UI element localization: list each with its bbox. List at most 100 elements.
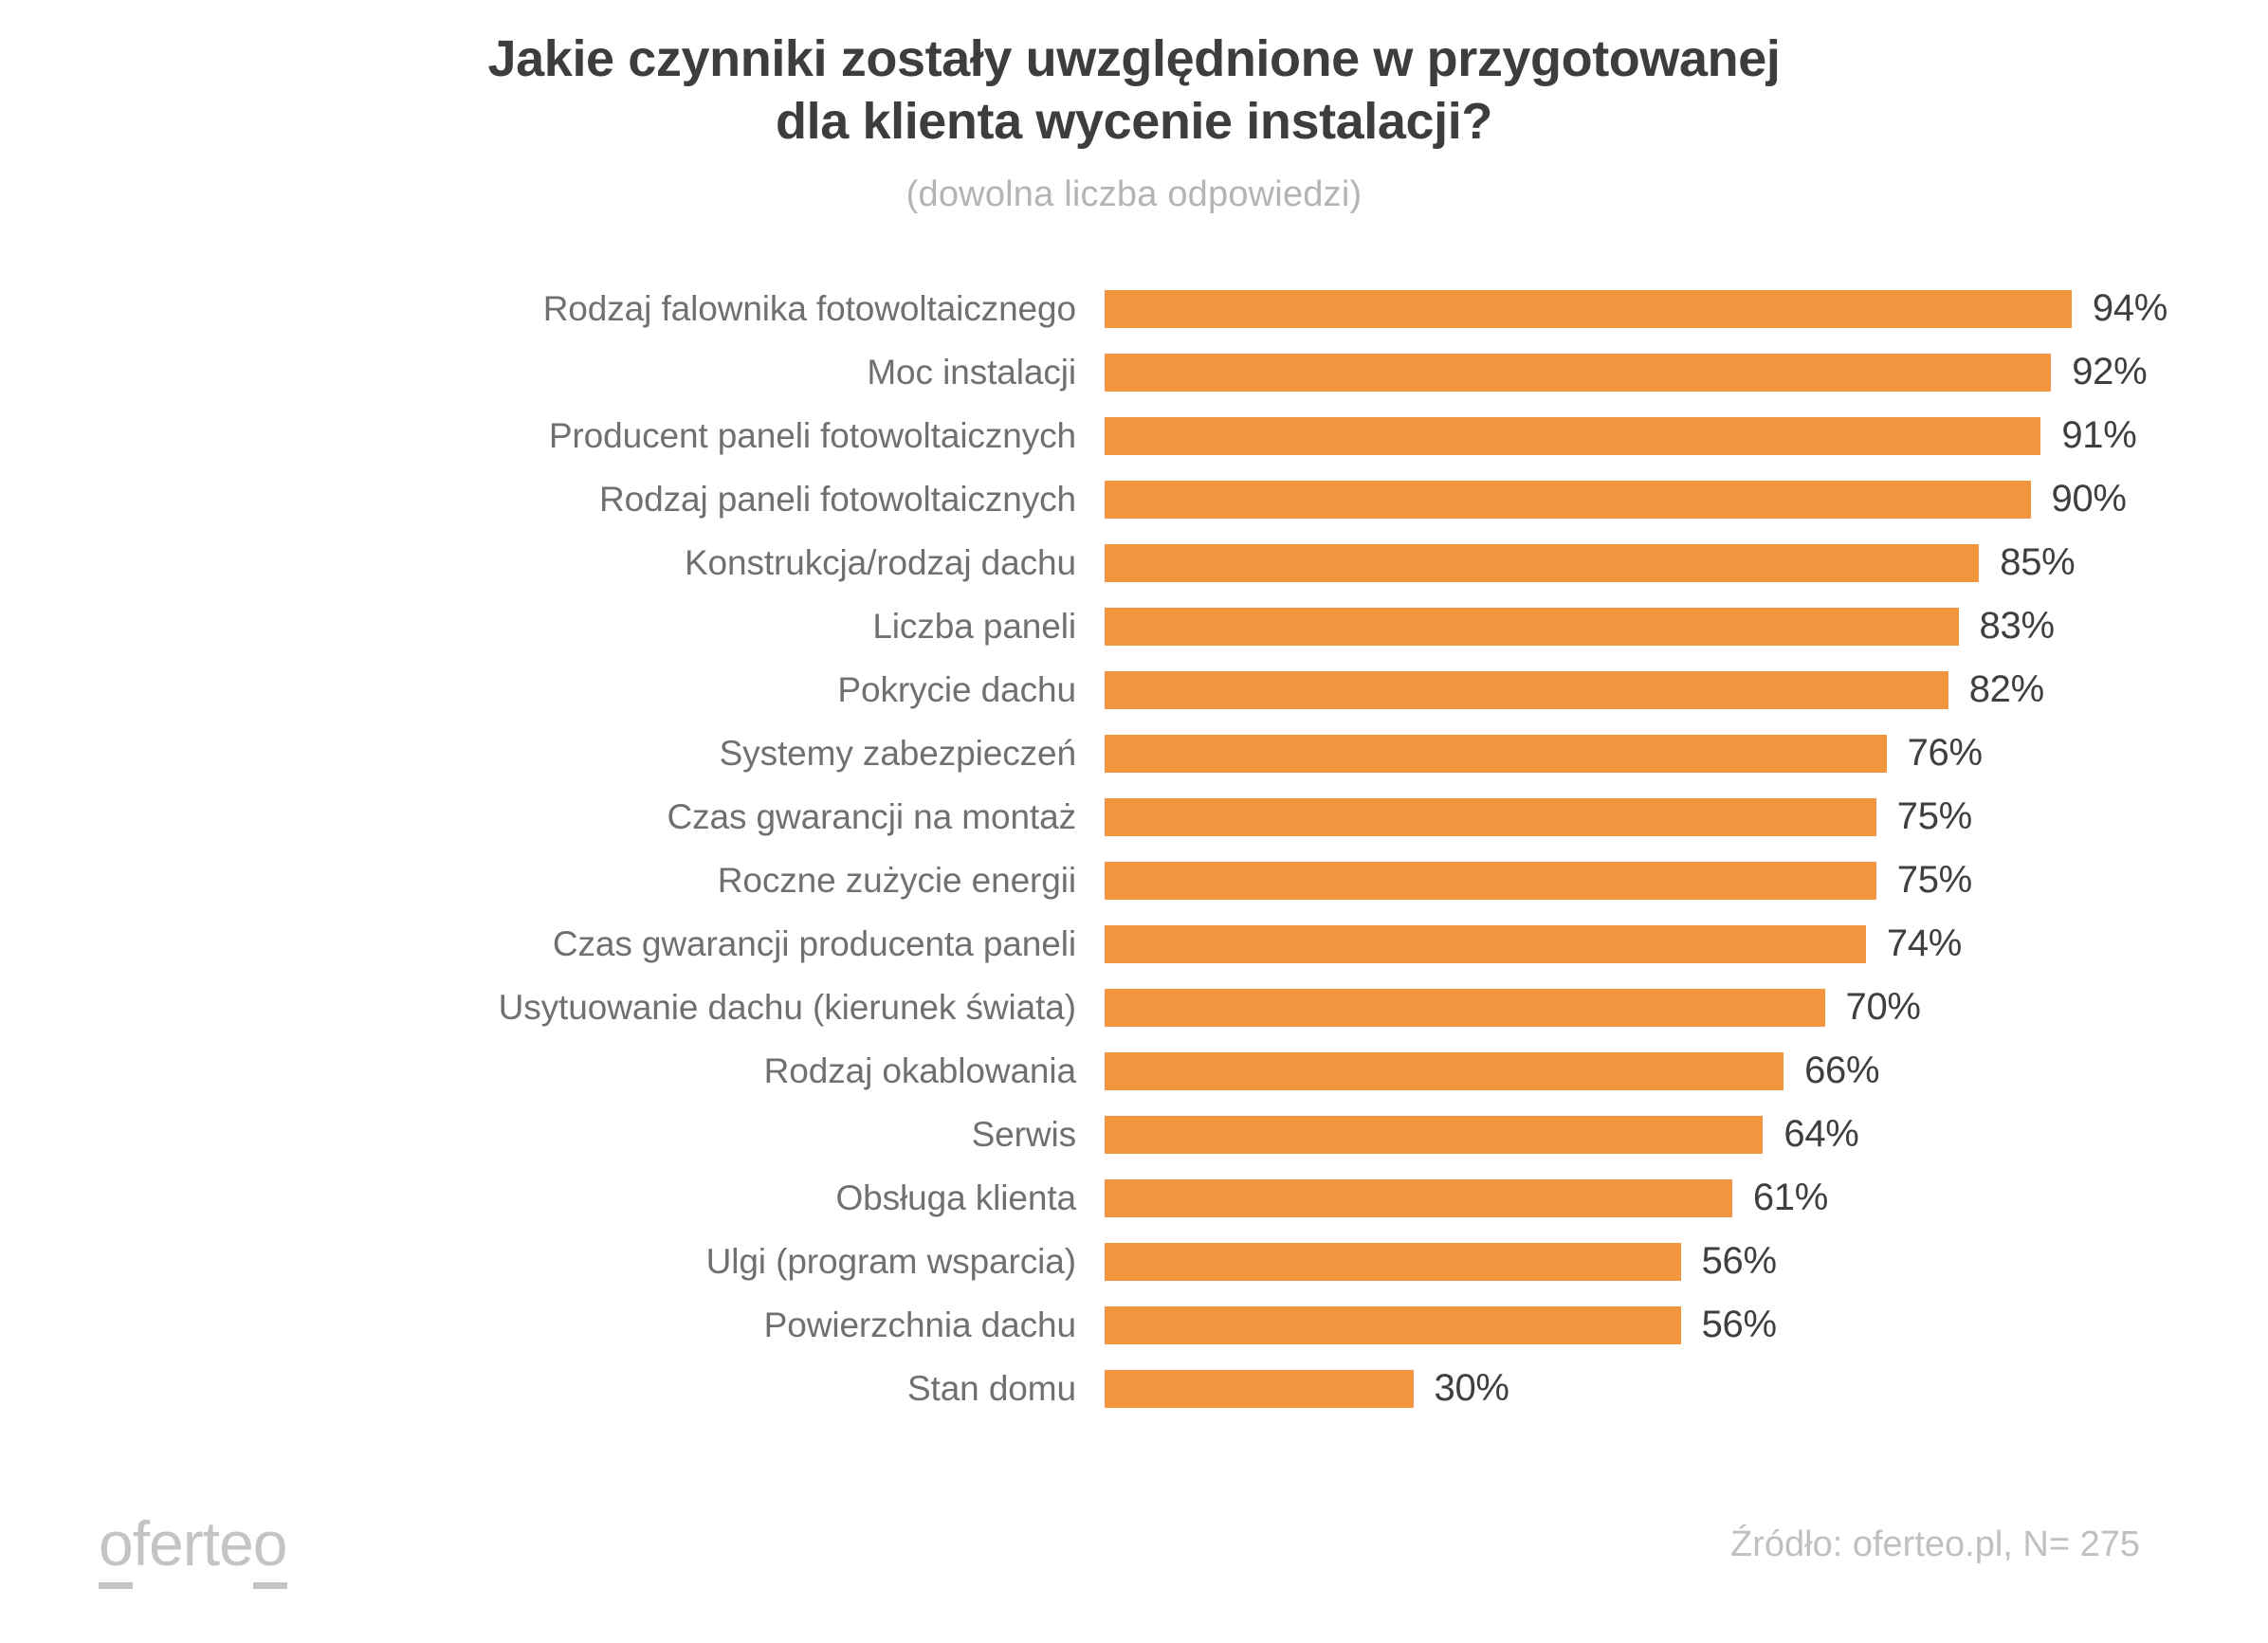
bar-category-label: Systemy zabezpieczeń	[719, 733, 1077, 773]
bar-value-label: 66%	[1804, 1050, 1880, 1091]
bar-value-label: 75%	[1896, 795, 1972, 837]
bar-track: 74%	[1105, 912, 2268, 976]
bar-track: 61%	[1105, 1166, 2268, 1230]
bar-row: Obsługa klienta 61%	[0, 1166, 2268, 1230]
bar-value-label: 76%	[1907, 732, 1983, 774]
bar-category-label: Serwis	[971, 1114, 1077, 1154]
bar-category-label: Stan domu	[906, 1368, 1076, 1408]
bar-value-label: 90%	[2051, 478, 2127, 520]
bar-value-label: 94%	[2092, 287, 2168, 329]
bar-value-label: 91%	[2061, 414, 2137, 456]
bar-track: 92%	[1105, 340, 2268, 404]
bar-value-label: 82%	[1968, 668, 2044, 710]
bar-segment	[1105, 797, 1876, 836]
bar-segment	[1105, 1305, 1681, 1344]
bar-value-label: 74%	[1886, 922, 1963, 964]
bar-value-label: 75%	[1896, 859, 1972, 901]
bar-row: Rodzaj okablowania 66%	[0, 1039, 2268, 1103]
oferteo-logo: oferteo	[99, 1508, 288, 1589]
bar-chart-plot-area: Rodzaj falownika fotowoltaicznego 94% Moc …	[0, 277, 2268, 1420]
bar-value-label: 70%	[1845, 986, 1921, 1028]
bar-value-label: 92%	[2072, 351, 2148, 392]
bar-segment	[1105, 670, 1948, 709]
bar-segment	[1105, 1051, 1784, 1090]
bar-track: 70%	[1105, 976, 2268, 1039]
bar-value-label: 56%	[1701, 1240, 1777, 1282]
bar-category-label: Czas gwarancji producenta paneli	[552, 923, 1076, 963]
bar-segment	[1105, 1242, 1681, 1281]
bar-value-label: 61%	[1752, 1177, 1829, 1218]
bar-track: 83%	[1105, 594, 2268, 658]
bar-row: Serwis 64%	[0, 1103, 2268, 1166]
bar-track: 76%	[1105, 721, 2268, 785]
bar-row: Rodzaj falownika fotowoltaicznego 94%	[0, 277, 2268, 340]
bar-segment	[1105, 1178, 1732, 1217]
bar-row: Systemy zabezpieczeń 76%	[0, 721, 2268, 785]
bar-row: Roczne zużycie energii 75%	[0, 849, 2268, 912]
bar-row: Czas gwarancji na montaż 75%	[0, 785, 2268, 849]
bar-category-label: Powierzchnia dachu	[763, 1305, 1076, 1344]
page-subtitle: (dowolna liczba odpowiedzi)	[905, 173, 1363, 214]
source-note: Źródło: oferteo.pl, N= 275	[1730, 1524, 2140, 1564]
page-title-line-2: dla klienta wycenie instalacji?	[776, 92, 1492, 150]
bar-row: Ulgi (program wsparcia) 56%	[0, 1230, 2268, 1293]
bar-segment	[1105, 607, 1959, 646]
bar-track: 75%	[1105, 849, 2268, 912]
bar-segment	[1105, 861, 1876, 900]
bar-segment	[1105, 1369, 1414, 1408]
bar-category-label: Usytuowanie dachu (kierunek świata)	[498, 987, 1076, 1027]
bar-value-label: 85%	[2000, 541, 2076, 583]
bar-category-label: Moc instalacji	[867, 352, 1076, 392]
bar-track: 56%	[1105, 1293, 2268, 1357]
bar-row: Rodzaj paneli fotowoltaicznych 90%	[0, 467, 2268, 531]
bar-category-label: Pokrycie dachu	[837, 669, 1076, 709]
chart-footer: oferteo Źródło: oferteo.pl, N= 275	[0, 1472, 2268, 1643]
bar-value-label: 83%	[1979, 605, 2055, 647]
bar-segment	[1105, 924, 1866, 963]
bar-track: 85%	[1105, 531, 2268, 594]
bar-row: Liczba paneli 83%	[0, 594, 2268, 658]
bar-category-label: Liczba paneli	[872, 606, 1076, 646]
bar-segment	[1105, 1115, 1764, 1154]
bar-row: Stan domu 30%	[0, 1357, 2268, 1420]
bar-track: 75%	[1105, 785, 2268, 849]
logo-letters-middle: ferte	[132, 1508, 254, 1579]
bar-track: 82%	[1105, 658, 2268, 721]
page-title-line-1: Jakie czynniki zostały uwzględnione w pr…	[487, 30, 1781, 87]
bar-row: Powierzchnia dachu 56%	[0, 1293, 2268, 1357]
bar-segment	[1105, 353, 2052, 392]
page-title: Jakie czynniki zostały uwzględnione w pr…	[233, 28, 2035, 154]
bar-category-label: Rodzaj falownika fotowoltaicznego	[542, 288, 1076, 328]
bar-value-label: 64%	[1783, 1113, 1859, 1155]
logo-letter-o-first: o	[99, 1508, 134, 1589]
bar-value-label: 56%	[1701, 1304, 1777, 1345]
bar-value-label: 30%	[1434, 1367, 1509, 1409]
bar-category-label: Producent paneli fotowoltaicznych	[548, 415, 1076, 455]
bar-track: 91%	[1105, 404, 2268, 467]
chart-header: Jakie czynniki zostały uwzględnione w pr…	[0, 28, 2268, 215]
bar-category-label: Konstrukcja/rodzaj dachu	[684, 542, 1076, 582]
bar-category-label: Ulgi (program wsparcia)	[705, 1241, 1077, 1281]
bar-row: Czas gwarancji producenta paneli 74%	[0, 912, 2268, 976]
bar-track: 64%	[1105, 1103, 2268, 1166]
bar-segment	[1105, 543, 1980, 582]
bar-segment	[1105, 289, 2072, 328]
bar-row: Usytuowanie dachu (kierunek świata) 70%	[0, 976, 2268, 1039]
bar-category-label: Rodzaj paneli fotowoltaicznych	[599, 479, 1076, 519]
bar-row: Moc instalacji 92%	[0, 340, 2268, 404]
bar-track: 94%	[1105, 277, 2268, 340]
bar-track: 90%	[1105, 467, 2268, 531]
bar-track: 66%	[1105, 1039, 2268, 1103]
bar-segment	[1105, 734, 1887, 773]
logo-letter-o-last: o	[252, 1508, 288, 1589]
bar-track: 56%	[1105, 1230, 2268, 1293]
bar-row: Pokrycie dachu 82%	[0, 658, 2268, 721]
bar-row: Konstrukcja/rodzaj dachu 85%	[0, 531, 2268, 594]
bar-row: Producent paneli fotowoltaicznych 91%	[0, 404, 2268, 467]
bar-category-label: Rodzaj okablowania	[763, 1050, 1076, 1090]
bar-category-label: Czas gwarancji na montaż	[667, 796, 1076, 836]
bar-category-label: Obsługa klienta	[835, 1177, 1076, 1217]
bar-segment	[1105, 416, 2041, 455]
bar-category-label: Roczne zużycie energii	[717, 860, 1076, 900]
